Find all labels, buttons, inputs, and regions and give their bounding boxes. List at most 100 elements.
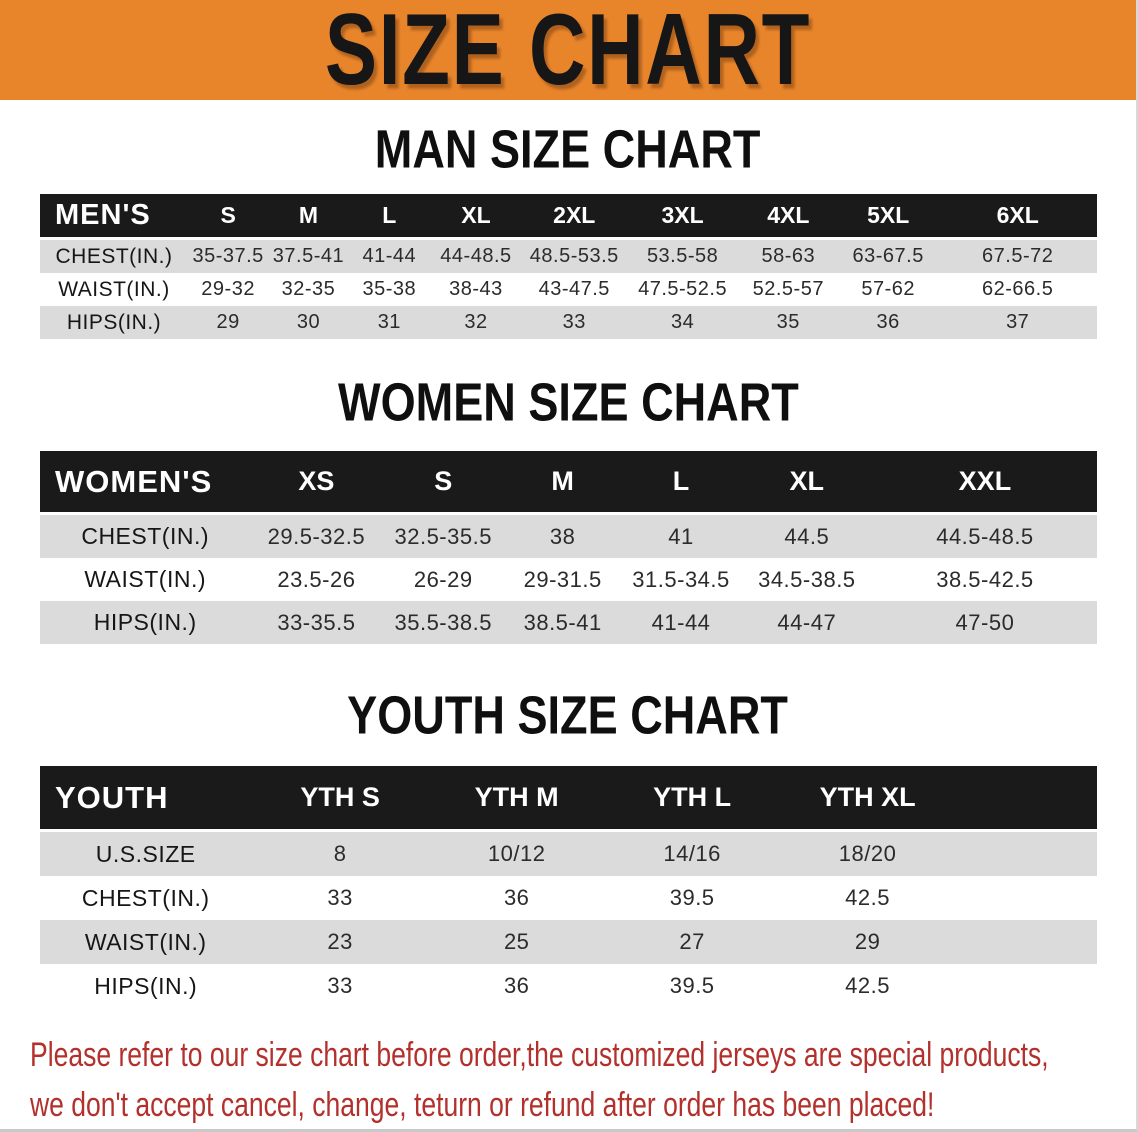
size-value: 36: [876, 311, 900, 333]
size-value: 47.5-52.5: [638, 278, 728, 300]
size-column-header: L: [621, 451, 741, 515]
women-size-section: WOMEN SIZE CHART WOMEN'S XS S M L XL XXL CHEST(…: [0, 373, 1136, 644]
size-value: 25: [503, 929, 530, 954]
size-value: 44-48.5: [440, 245, 512, 267]
row-filler-cell: [955, 832, 1097, 876]
banner-title: SIZE CHART: [324, 0, 812, 100]
women-size-heading: WOMEN SIZE CHART: [337, 373, 799, 433]
notice-line-1: Please refer to our size chart before or…: [30, 1036, 1049, 1074]
size-column-header: S: [187, 194, 269, 240]
size-value: 35-38: [362, 278, 417, 300]
size-column-header: 5XL: [837, 194, 939, 240]
size-value: 63-67.5: [852, 245, 924, 267]
youth-size-heading: YOUTH SIZE CHART: [347, 686, 789, 746]
size-value: 29-31.5: [523, 566, 602, 592]
size-value: 36: [503, 885, 530, 910]
banner: SIZE CHART: [0, 0, 1136, 100]
size-value: 29: [854, 929, 881, 954]
size-value: 62-66.5: [982, 278, 1054, 300]
size-header-row: WOMEN'S XS S M L XL XXL: [40, 451, 1097, 515]
table-row: WAIST(IN.) 29-32 32-35 35-38 38-43 43-47.5 47.…: [40, 273, 1097, 306]
size-column-header: 4XL: [738, 194, 838, 240]
size-value: 26-29: [413, 566, 473, 592]
size-column-header: 6XL: [938, 194, 1097, 240]
row-filler-cell: [955, 920, 1097, 964]
size-column-header: YTH XL: [779, 766, 956, 832]
row-label: WAIST(IN.): [84, 566, 206, 592]
size-value: 29-32: [201, 278, 255, 300]
size-value: 44-47: [777, 609, 837, 635]
size-column-header: YTH L: [604, 766, 780, 832]
row-label: HIPS(IN.): [66, 310, 162, 334]
row-label: CHEST(IN.): [81, 523, 209, 549]
size-column-header: M: [504, 451, 622, 515]
table-row: WAIST(IN.) 23.5-26 26-29 29-31.5 31.5-34.5 34…: [40, 558, 1097, 601]
size-value: 32: [464, 311, 488, 333]
size-value: 44.5: [784, 523, 830, 549]
size-column-header: 3XL: [626, 194, 739, 240]
size-value: 10/12: [487, 841, 546, 866]
size-value: 18/20: [838, 841, 897, 866]
size-value: 42.5: [845, 885, 890, 910]
size-value: 52.5-57: [752, 278, 824, 300]
size-value: 34: [670, 311, 695, 333]
notice-line-2: we don't accept cancel, change, teturn o…: [30, 1086, 935, 1124]
size-value: 34.5-38.5: [758, 566, 856, 592]
size-value: 41-44: [651, 609, 711, 635]
table-corner-label: YOUTH: [40, 766, 252, 832]
size-value: 35: [776, 311, 800, 333]
size-value: 39.5: [669, 885, 715, 910]
row-label: CHEST(IN.): [81, 884, 210, 911]
size-column-header: S: [382, 451, 504, 515]
man-size-section: MAN SIZE CHART MEN'S S M L XL 2XL 3XL 4XL 5XL 6XL…: [0, 120, 1136, 339]
size-value: 67.5-72: [982, 245, 1054, 267]
table-corner-label: MEN'S: [40, 194, 188, 240]
size-value: 41: [668, 523, 694, 549]
size-value: 57-62: [861, 278, 915, 300]
size-column-header: 2XL: [521, 194, 627, 240]
row-filler-cell: [955, 876, 1097, 920]
size-value: 8: [333, 841, 347, 866]
size-value: 37.5-41: [272, 245, 345, 267]
table-row: HIPS(IN.) 33-35.5 35.5-38.5 38.5-41 41-44 44-…: [40, 601, 1097, 644]
row-label: HIPS(IN.): [93, 609, 197, 635]
size-value: 35-37.5: [192, 245, 264, 267]
size-column-header: XS: [250, 451, 383, 515]
row-label: WAIST(IN.): [58, 277, 170, 301]
size-column-header: M: [268, 194, 349, 240]
man-size-heading: MAN SIZE CHART: [375, 120, 761, 180]
table-corner-label: WOMEN'S: [40, 451, 251, 515]
size-value: 58-63: [761, 245, 816, 267]
size-value: 38.5-41: [523, 609, 602, 635]
table-row: CHEST(IN.) 35-37.5 37.5-41 41-44 44-48.5 48.5…: [40, 240, 1097, 273]
size-value: 38: [549, 523, 576, 549]
row-label: HIPS(IN.): [94, 972, 198, 999]
size-value: 47-50: [955, 609, 1015, 635]
size-value: 33: [562, 311, 586, 333]
size-value: 32.5-35.5: [394, 523, 492, 549]
size-value: 29: [216, 311, 240, 333]
size-column-header: L: [348, 194, 430, 240]
size-column-header: XL: [740, 451, 873, 515]
row-filler-cell: [955, 964, 1097, 1008]
size-value: 37: [1006, 311, 1030, 333]
youth-size-section: YOUTH SIZE CHART YOUTH YTH S YTH M YTH L YTH…: [0, 686, 1136, 1008]
size-column-header: XXL: [872, 451, 1097, 515]
table-row: HIPS(IN.) 33 36 39.5 42.5: [40, 964, 1097, 1008]
size-value: 41-44: [362, 245, 417, 267]
size-value: 33-35.5: [277, 609, 356, 635]
table-row: HIPS(IN.) 29 30 31 32 33 34 35 36 37: [40, 306, 1097, 339]
order-notice: Please refer to our size chart before or…: [30, 1030, 1136, 1129]
size-column-header: XL: [430, 194, 522, 240]
size-value: 36: [503, 973, 530, 998]
header-filler-cell: [955, 766, 1097, 832]
size-value: 42.5: [845, 973, 890, 998]
size-value: 30: [296, 311, 321, 333]
size-value: 44.5-48.5: [936, 523, 1034, 549]
table-row: CHEST(IN.) 29.5-32.5 32.5-35.5 38 41 44.5 44.5…: [40, 515, 1097, 558]
youth-size-table: YOUTH YTH S YTH M YTH L YTH XL U.S.SIZE 8 10/12…: [40, 766, 1097, 1008]
size-value: 14/16: [663, 841, 721, 866]
row-label: CHEST(IN.): [55, 244, 173, 268]
size-value: 31: [377, 311, 401, 333]
